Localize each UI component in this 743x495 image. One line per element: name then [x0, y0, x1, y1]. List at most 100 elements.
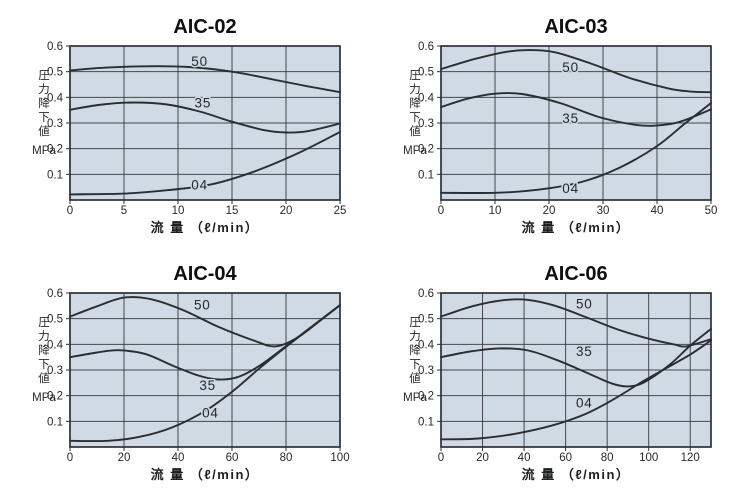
y-axis-unit: MPa — [32, 145, 56, 157]
y-tick-label: 0.3 — [47, 365, 63, 377]
y-axis-label-char: 力 — [38, 330, 50, 343]
y-tick-label: 0.3 — [47, 118, 63, 130]
y-tick-label: 0.2 — [47, 144, 63, 156]
y-axis-label-char: 値 — [38, 125, 50, 138]
y-tick-label: 0.3 — [418, 365, 434, 377]
x-tick-label: 5 — [121, 205, 127, 217]
x-tick-labels: 0 10 20 30 40 50 — [438, 205, 718, 217]
x-axis-label: 流 量 （ℓ/min） — [522, 467, 631, 482]
y-axis-label-char: 力 — [38, 83, 50, 96]
x-tick-label: 40 — [518, 452, 531, 464]
curve-label-35: 35 — [199, 378, 216, 393]
y-axis-label-char: 降 — [409, 343, 421, 357]
x-tick-label: 25 — [334, 205, 347, 217]
y-axis-label-char: 値 — [38, 372, 50, 385]
x-tick-label: 100 — [330, 452, 349, 464]
y-axis-label-char: 下 — [38, 112, 50, 124]
y-axis-label-char: 圧 — [38, 317, 50, 329]
x-tick-label: 80 — [601, 452, 614, 464]
curve-label-50: 50 — [562, 60, 579, 75]
y-axis-label-char: 圧 — [409, 70, 421, 82]
chart-title: AIC-06 — [544, 263, 607, 285]
x-tick-label: 60 — [226, 452, 239, 464]
chart-title: AIC-03 — [544, 16, 607, 38]
x-tick-label: 20 — [476, 452, 489, 464]
x-tick-label: 20 — [118, 452, 131, 464]
y-axis-label-char: 下 — [409, 359, 421, 371]
tick-marks — [437, 292, 691, 451]
curve-35 — [69, 101, 341, 134]
y-tick-label: 0.1 — [418, 169, 434, 181]
curve-04 — [440, 102, 712, 194]
y-tick-labels: 0.1 0.2 0.3 0.4 0.5 0.6 — [47, 41, 64, 181]
x-axis-label: 流 量 （ℓ/min） — [151, 467, 260, 482]
x-tick-label: 0 — [67, 205, 73, 217]
y-axis-label-char: 値 — [409, 125, 421, 138]
chart-aic-06: 50 35 04 0.1 0.2 0.3 0.4 0.5 0.6 0 20 40 60 80 100 120 A… — [403, 263, 712, 482]
curve-label-35: 35 — [562, 111, 579, 126]
grid-lines — [440, 292, 711, 447]
x-tick-label: 0 — [438, 452, 444, 464]
x-tick-label: 10 — [172, 205, 185, 217]
x-tick-label: 120 — [681, 452, 700, 464]
y-tick-labels: 0.1 0.2 0.3 0.4 0.5 0.6 — [47, 288, 64, 428]
curve-label-35: 35 — [195, 95, 212, 110]
y-axis-label-char: 力 — [409, 83, 421, 96]
x-tick-label: 40 — [172, 452, 185, 464]
y-tick-label: 0.4 — [47, 339, 64, 351]
y-axis-label-char: 降 — [38, 343, 50, 357]
tick-marks — [66, 292, 341, 451]
chart-panel-2: 50 35 04 0.1 0.2 0.3 0.4 0.5 0.6 0 10 20 30 40 50 AIC-0… — [371, 0, 743, 247]
curve-label-04: 04 — [576, 395, 593, 410]
chart-panel-3: 50 35 04 0.1 0.2 0.3 0.4 0.5 0.6 0 20 40 60 80 100 AIC-… — [0, 247, 371, 495]
curve-label-35: 35 — [576, 344, 593, 359]
y-tick-label: 0.6 — [47, 41, 63, 53]
x-tick-label: 100 — [639, 452, 658, 464]
chart-aic-03: 50 35 04 0.1 0.2 0.3 0.4 0.5 0.6 0 10 20 30 40 50 AIC-0… — [403, 16, 718, 235]
chart-panel-1: 50 35 04 0.1 0.2 0.3 0.4 0.5 0.6 0 5 10 15 20 25 AIC-02… — [0, 0, 371, 247]
curve-35 — [440, 327, 712, 388]
curve-04 — [69, 304, 341, 443]
y-tick-label: 0.2 — [418, 144, 434, 156]
y-axis-label-char: 降 — [409, 96, 421, 110]
y-tick-label: 0.1 — [47, 169, 63, 181]
x-tick-label: 60 — [559, 452, 572, 464]
x-axis-label: 流 量 （ℓ/min） — [522, 220, 631, 235]
curve-label-04: 04 — [202, 405, 219, 420]
y-tick-label: 0.4 — [418, 339, 435, 351]
chart-aic-02: 50 35 04 0.1 0.2 0.3 0.4 0.5 0.6 0 5 10 15 20 25 AIC-02… — [32, 16, 347, 235]
x-axis-label: 流 量 （ℓ/min） — [151, 220, 260, 235]
tick-marks — [66, 45, 341, 204]
chart-title: AIC-04 — [173, 263, 237, 285]
x-tick-label: 10 — [489, 205, 502, 217]
curve-50 — [69, 65, 341, 94]
y-axis-label-char: 力 — [409, 330, 421, 343]
y-axis-label-char: 下 — [409, 112, 421, 124]
x-tick-labels: 0 20 40 60 80 100 120 — [438, 452, 700, 464]
curve-label-50: 50 — [191, 54, 208, 69]
chart-title: AIC-02 — [173, 16, 236, 38]
x-tick-label: 0 — [438, 205, 444, 217]
y-tick-label: 0.3 — [418, 118, 434, 130]
y-tick-label: 0.5 — [418, 67, 434, 79]
y-tick-label: 0.2 — [47, 391, 63, 403]
x-tick-label: 20 — [280, 205, 293, 217]
y-tick-label: 0.6 — [418, 41, 434, 53]
curve-label-50: 50 — [194, 298, 211, 313]
curve-35 — [440, 92, 712, 127]
chart-aic-04: 50 35 04 0.1 0.2 0.3 0.4 0.5 0.6 0 20 40 60 80 100 AIC-… — [32, 263, 349, 482]
tick-marks — [437, 45, 712, 204]
x-tick-label: 50 — [705, 205, 718, 217]
y-axis-unit: MPa — [32, 392, 56, 404]
y-axis-unit: MPa — [403, 145, 427, 157]
y-tick-label: 0.2 — [418, 391, 434, 403]
y-axis-label-char: 圧 — [38, 70, 50, 82]
x-tick-labels: 0 5 10 15 20 25 — [67, 205, 347, 217]
y-tick-label: 0.1 — [47, 416, 63, 428]
y-tick-label: 0.4 — [47, 92, 64, 104]
y-tick-label: 0.5 — [47, 314, 63, 326]
